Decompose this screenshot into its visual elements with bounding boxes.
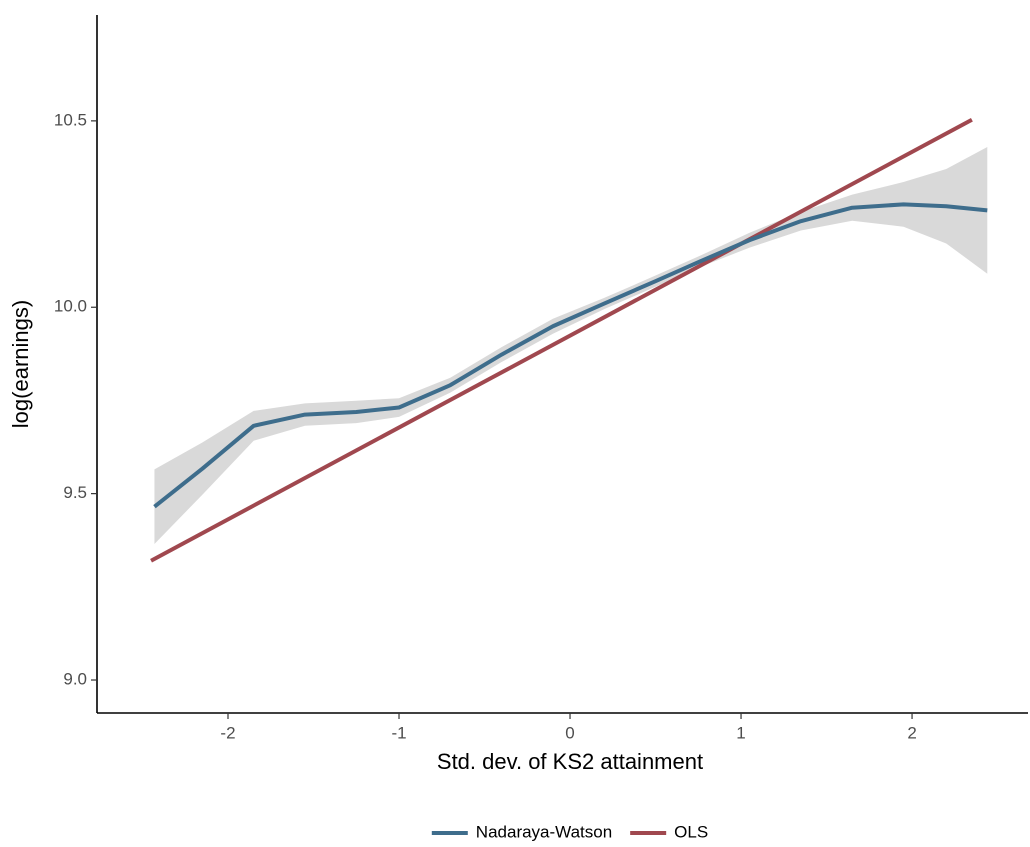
y-tick-label: 10.0 bbox=[54, 297, 87, 316]
y-tick-label: 9.0 bbox=[63, 669, 87, 688]
series-line bbox=[150, 117, 973, 563]
y-tick-label: 9.5 bbox=[63, 483, 87, 502]
legend-label: OLS bbox=[674, 822, 708, 841]
y-tick-label: 10.5 bbox=[54, 110, 87, 129]
confidence-band bbox=[154, 146, 988, 544]
series-line bbox=[153, 202, 988, 509]
x-tick-label: 2 bbox=[907, 723, 916, 742]
x-tick-label: -2 bbox=[220, 723, 235, 742]
y-axis-title: log(earnings) bbox=[8, 300, 33, 428]
x-axis-title: Std. dev. of KS2 attainment bbox=[437, 749, 703, 774]
legend-label: Nadaraya-Watson bbox=[476, 822, 612, 841]
x-tick-label: 0 bbox=[565, 723, 574, 742]
x-tick-label: 1 bbox=[736, 723, 745, 742]
x-tick-label: -1 bbox=[391, 723, 406, 742]
